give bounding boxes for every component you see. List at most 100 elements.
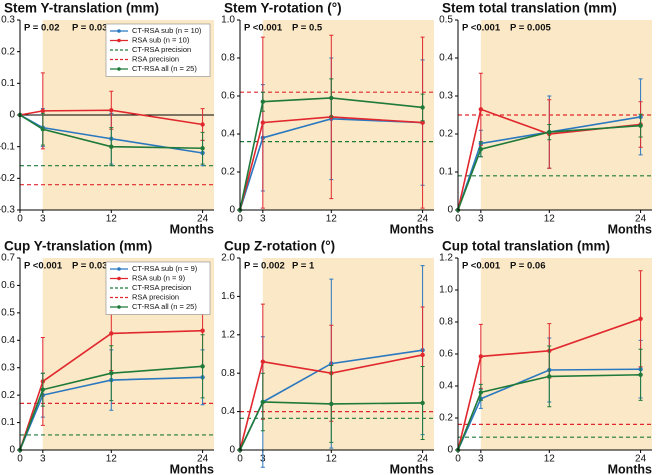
y-tick-label: 1.0 — [439, 285, 453, 296]
series-line — [239, 117, 423, 211]
x-tick-label: 3 — [260, 214, 266, 225]
marker — [260, 359, 266, 364]
panel-title: Cup Z-rotation (°) — [224, 239, 335, 254]
panel-title: Stem total translation (mm) — [442, 1, 617, 16]
marker — [200, 122, 205, 127]
y-tick-label: 1.0 — [221, 15, 235, 26]
marker — [420, 400, 425, 406]
y-tick-label: 0 — [9, 445, 15, 456]
marker — [260, 399, 266, 405]
x-tick-label: 24 — [417, 454, 429, 465]
y-tick-label: 0 — [447, 205, 453, 216]
x-axis-label: Months — [608, 222, 652, 236]
series-line — [239, 401, 423, 451]
shaded-region — [262, 20, 434, 210]
y-tick-label: 0.6 — [1, 280, 15, 291]
y-tick-label: 0.4 — [1, 335, 15, 346]
x-tick-label: 0 — [17, 214, 23, 225]
y-tick-label: 2.0 — [221, 253, 235, 264]
p-value: P = 0.5 — [292, 23, 323, 34]
series-line — [239, 354, 423, 451]
p-value: P = 0.03 — [72, 261, 107, 272]
panel: Cup Z-rotation (°)00.40.81.21.62.00 3 12 24… — [221, 239, 434, 475]
x-tick-label: 12 — [544, 214, 556, 225]
p-value: P = 0.02 — [24, 23, 59, 34]
p-value: P = 0.06 — [510, 261, 545, 272]
y-tick-label: 0.2 — [1, 390, 15, 401]
marker — [478, 147, 484, 152]
panel: Cup total translation (mm) 0 0.2 0.4 0.6 0.8 1… — [439, 239, 652, 475]
panel: Stem total translation (mm) 0 0.1 0.2 0.3 0.4… — [439, 1, 652, 237]
marker — [638, 372, 643, 377]
legend-box — [105, 23, 211, 77]
legend-marker — [117, 276, 121, 281]
y-tick-label: 0 — [9, 110, 15, 121]
y-tick-label: 0 — [229, 445, 235, 456]
y-tick-label: 0.2 — [221, 167, 235, 178]
legend-marker — [117, 267, 121, 271]
y-tick-label: 0.7 — [1, 253, 15, 264]
marker — [329, 401, 334, 407]
marker — [109, 371, 114, 376]
axes — [239, 20, 434, 211]
series-line — [19, 329, 203, 451]
marker — [109, 108, 114, 113]
y-tick-label: 0.3 — [1, 362, 15, 373]
y-tick-label: 0.3 — [1, 15, 15, 26]
x-tick-label: 24 — [197, 214, 209, 225]
y-tick-label: -0.2 — [0, 173, 15, 184]
x-tick-label: 12 — [106, 454, 118, 465]
panel: Stem Y-rotation (°) 0 0.2 0.4 0.6 0.8 1.0 0 3 12 2… — [221, 1, 434, 237]
series-line — [19, 365, 203, 451]
marker — [200, 328, 205, 333]
y-tick-label: 0.2 — [439, 413, 453, 424]
y-tick-label: -0.1 — [0, 141, 15, 152]
y-tick-label: 1.2 — [221, 329, 235, 340]
p-value: P <0.001 — [244, 23, 283, 34]
x-tick-label: 24 — [417, 214, 429, 225]
marker — [547, 374, 552, 379]
y-tick-label: 0.2 — [439, 129, 453, 140]
p-value: P = 0.03 — [72, 23, 107, 34]
x-tick-label: 12 — [326, 454, 338, 465]
y-tick-label: 0.4 — [439, 53, 453, 64]
series-line — [19, 376, 203, 451]
x-tick-label: 24 — [635, 454, 647, 465]
y-tick-label: 0 — [229, 205, 235, 216]
y-tick-label: 0 — [447, 445, 453, 456]
panel-title: Stem Y-translation (mm) — [4, 1, 159, 16]
p-value: P = 0.002 — [244, 261, 285, 272]
x-tick-label: 3 — [40, 454, 46, 465]
y-tick-label: 0.3 — [439, 91, 453, 102]
marker — [547, 129, 552, 135]
p-value: P <0.001 — [462, 23, 501, 34]
axes — [19, 258, 214, 451]
legend-label: CT-RSA all (n = 25) — [132, 302, 197, 311]
x-tick-label: 3 — [478, 454, 484, 465]
marker — [109, 144, 114, 149]
p-value: P = 1 — [292, 261, 315, 272]
marker — [260, 99, 266, 104]
series-line — [239, 116, 423, 211]
panel-title: Cup total translation (mm) — [442, 239, 610, 254]
p-value: P <0.001 — [24, 261, 63, 272]
legend-label: RSA precision — [132, 292, 179, 301]
marker — [260, 120, 266, 125]
x-tick-label: 0 — [237, 214, 243, 225]
marker — [200, 146, 205, 151]
legend-label: CT-RSA sub (n = 9) — [132, 264, 198, 273]
marker — [638, 316, 643, 321]
y-tick-label: 0.4 — [439, 381, 453, 392]
panel-title: Stem Y-rotation (°) — [224, 1, 342, 16]
marker — [478, 107, 484, 112]
y-tick-label: 0.1 — [1, 417, 15, 428]
panel-title: Cup Y-translation (mm) — [4, 239, 152, 254]
p-value: P <0.001 — [462, 261, 501, 272]
y-tick-label: 0.6 — [221, 91, 235, 102]
x-tick-label: 24 — [197, 454, 209, 465]
series-line — [457, 374, 641, 451]
y-tick-label: 0.1 — [439, 167, 453, 178]
series-line — [457, 318, 641, 451]
x-tick-label: 0 — [455, 454, 461, 465]
